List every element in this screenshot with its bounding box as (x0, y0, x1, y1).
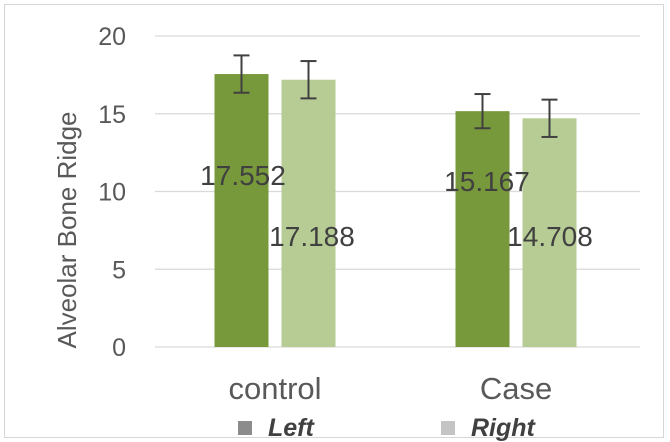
y-tick-label: 20 (98, 23, 126, 51)
bars (214, 74, 577, 348)
bar-right-case (522, 118, 577, 347)
y-axis-ticks: 0 5 10 15 20 (98, 23, 126, 362)
data-label: 15.167 (444, 166, 530, 197)
legend-swatch-left (238, 421, 252, 435)
error-bar (233, 54, 250, 94)
legend: Left Right (238, 414, 537, 442)
error-bar (474, 93, 491, 130)
error-bar (541, 98, 558, 138)
data-label: 17.552 (200, 160, 286, 191)
bar-right-control (281, 79, 336, 348)
legend-label-left: Left (268, 414, 316, 442)
legend-swatch-right (441, 421, 455, 435)
data-label: 14.708 (507, 221, 593, 252)
bar-left-case (455, 111, 510, 347)
error-bars (233, 54, 558, 138)
data-labels: 17.552 15.167 17.188 14.708 (200, 160, 593, 252)
x-axis-categories: control Case (228, 371, 552, 406)
x-category-label: Case (480, 371, 552, 406)
y-tick-label: 5 (112, 256, 126, 284)
bar-left-control (214, 74, 269, 347)
legend-label-right: Right (471, 414, 537, 442)
y-tick-label: 15 (98, 101, 126, 129)
y-tick-label: 10 (98, 179, 126, 207)
y-tick-label: 0 (112, 334, 126, 362)
y-axis-label: Alveolar Bone Ridge (52, 111, 82, 348)
error-bar (300, 60, 317, 100)
x-category-label: control (228, 371, 321, 406)
data-label: 17.188 (269, 221, 355, 252)
